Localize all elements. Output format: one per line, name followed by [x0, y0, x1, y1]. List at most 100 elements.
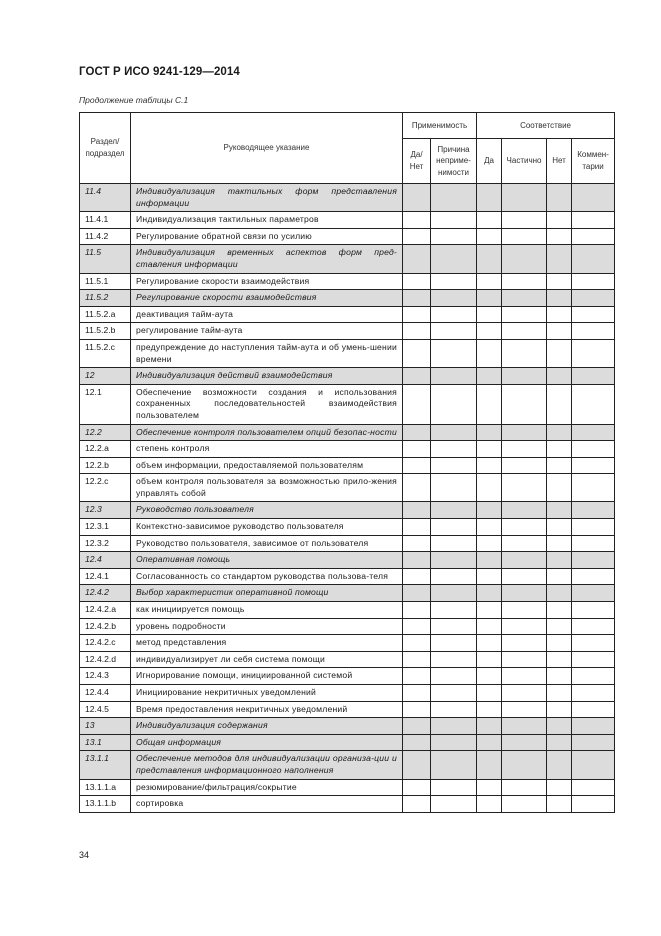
cell-partial [501, 567, 548, 586]
cell-partial [501, 305, 548, 324]
cell-reason [429, 473, 478, 503]
cell-reason [429, 601, 478, 619]
cell-no [546, 634, 573, 652]
cell-yes-no [402, 733, 431, 752]
cell-yes-no [402, 423, 431, 442]
cell-yes-no [402, 700, 431, 719]
cell-yes-no [402, 182, 431, 213]
cell-yes [476, 322, 503, 340]
header-yes-no: Да/ Нет [402, 138, 431, 184]
cell-yes-no [402, 289, 431, 307]
row-guideline-text: Общая информация [130, 733, 403, 752]
table-row-group: 13.1.1 Обеспечение методов для индивидуал… [79, 750, 616, 780]
table-row: 11.4.2 Регулирование обратной связи по ус… [79, 227, 616, 246]
row-section-number: 11.4.1 [79, 211, 131, 229]
cell-comments [571, 617, 616, 636]
cell-partial [501, 456, 548, 475]
cell-partial [501, 617, 548, 636]
cell-yes-no [402, 211, 431, 229]
cell-reason [429, 456, 478, 475]
header-conformance: Соответствие [476, 112, 616, 139]
row-section-number: 12.4.2 [79, 584, 131, 603]
cell-no [546, 456, 573, 475]
cell-partial [501, 650, 548, 669]
cell-reason [429, 700, 478, 719]
cell-comments [571, 501, 616, 520]
table-row-group: 13.1 Общая информация [79, 733, 616, 752]
cell-partial [501, 244, 548, 274]
row-section-number: 13.1.1.b [79, 795, 131, 813]
cell-comments [571, 684, 616, 702]
row-section-number: 11.4 [79, 182, 131, 213]
row-section-number: 12.4.2.c [79, 634, 131, 652]
row-section-number: 12.4.3 [79, 667, 131, 685]
cell-comments [571, 423, 616, 442]
cell-comments [571, 551, 616, 569]
row-guideline-text: Индивидуализация содержания [130, 717, 403, 735]
cell-yes [476, 601, 503, 619]
table-row: 12.3.1 Контекстно-зависимое руководство п… [79, 518, 616, 536]
cell-partial [501, 272, 548, 291]
cell-no [546, 244, 573, 274]
cell-partial [501, 423, 548, 442]
cell-yes [476, 534, 503, 553]
cell-comments [571, 700, 616, 719]
row-guideline-text: Руководство пользователя [130, 501, 403, 520]
cell-no [546, 567, 573, 586]
row-section-number: 13 [79, 717, 131, 735]
row-section-number: 12.4.5 [79, 700, 131, 719]
cell-yes-no [402, 272, 431, 291]
cell-partial [501, 667, 548, 685]
cell-reason [429, 338, 478, 369]
cell-no [546, 518, 573, 536]
table-row: 12.4.2.b уровень подробности [79, 617, 616, 636]
cell-reason [429, 778, 478, 797]
cell-no [546, 440, 573, 458]
cell-yes [476, 667, 503, 685]
cell-comments [571, 667, 616, 685]
cell-yes-no [402, 501, 431, 520]
cell-no [546, 305, 573, 324]
cell-yes [476, 473, 503, 503]
cell-comments [571, 717, 616, 735]
cell-comments [571, 305, 616, 324]
cell-reason [429, 717, 478, 735]
row-section-number: 12.4.1 [79, 567, 131, 586]
cell-comments [571, 211, 616, 229]
cell-reason [429, 567, 478, 586]
cell-yes-no [402, 383, 431, 425]
cell-yes [476, 456, 503, 475]
table-row-group: 12.4.2 Выбор характеристик оперативной по… [79, 584, 616, 603]
cell-no [546, 211, 573, 229]
cell-comments [571, 456, 616, 475]
cell-comments [571, 634, 616, 652]
cell-yes-no [402, 305, 431, 324]
cell-partial [501, 750, 548, 780]
cell-yes-no [402, 750, 431, 780]
row-section-number: 11.5.1 [79, 272, 131, 291]
cell-yes-no [402, 717, 431, 735]
cell-yes-no [402, 244, 431, 274]
row-guideline-text: Обеспечение контроля пользователем опций… [130, 423, 403, 442]
header-yes: Да [476, 138, 503, 184]
cell-partial [501, 322, 548, 340]
cell-yes-no [402, 667, 431, 685]
cell-reason [429, 423, 478, 442]
cell-reason [429, 733, 478, 752]
cell-yes-no [402, 551, 431, 569]
row-section-number: 12.4.2.b [79, 617, 131, 636]
cell-yes [476, 182, 503, 213]
cell-reason [429, 211, 478, 229]
row-section-number: 12.4.4 [79, 684, 131, 702]
cell-partial [501, 211, 548, 229]
row-guideline-text: Индивидуализация временных аспектов форм… [130, 244, 403, 274]
table-row-group: 12.4 Оперативная помощь [79, 551, 616, 569]
table-row: 12.4.2.a как инициируется помощь [79, 601, 616, 619]
row-section-number: 12.3.2 [79, 534, 131, 553]
cell-partial [501, 289, 548, 307]
cell-reason [429, 501, 478, 520]
header-partial: Частично [501, 138, 548, 184]
cell-yes [476, 750, 503, 780]
table-row-group: 11.5 Индивидуализация временных аспектов … [79, 244, 616, 274]
conformance-table: Раздел/ подраздел Руководящее указание П… [79, 112, 616, 813]
